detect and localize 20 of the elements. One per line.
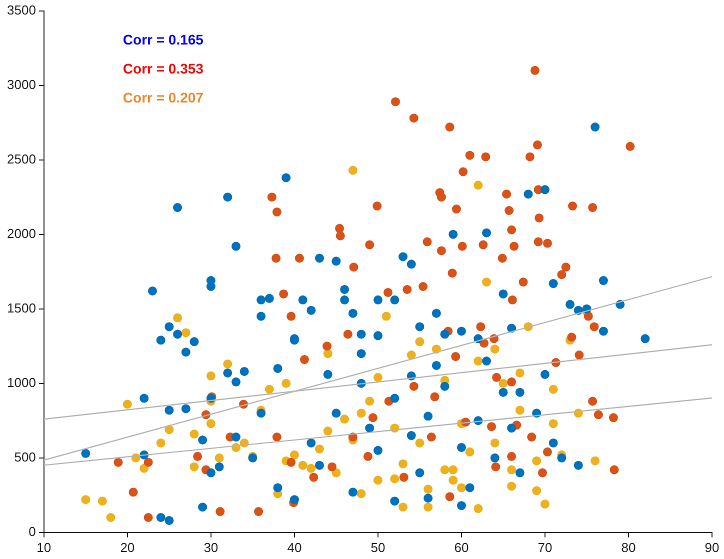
y-tick-label: 1000 (7, 374, 36, 390)
y-tick-label: 1500 (7, 300, 36, 316)
x-tick-label: 60 (454, 540, 469, 555)
x-tick-label: 10 (36, 540, 52, 555)
annotation: Corr = 0.207 (122, 90, 204, 106)
y-tick-label: 0 (28, 524, 36, 539)
y-tick-label: 2000 (7, 226, 36, 241)
x-tick-label: 20 (120, 540, 135, 555)
annotation: Corr = 0.353 (122, 60, 204, 77)
x-tick-label: 30 (204, 540, 218, 555)
x-tick-label: 70 (538, 540, 552, 555)
x-tick-label: 40 (287, 540, 302, 555)
y-tick-label: 500 (14, 449, 36, 464)
x-tick-label: 90 (704, 540, 720, 555)
y-tick-label: 2500 (7, 151, 36, 166)
y-tick-label: 3000 (7, 76, 36, 92)
annotation: Corr = 0.165 (122, 32, 204, 48)
x-tick-label: 50 (370, 540, 386, 555)
y-tick-label: 3500 (7, 2, 36, 18)
x-tick-label: 80 (621, 540, 636, 555)
